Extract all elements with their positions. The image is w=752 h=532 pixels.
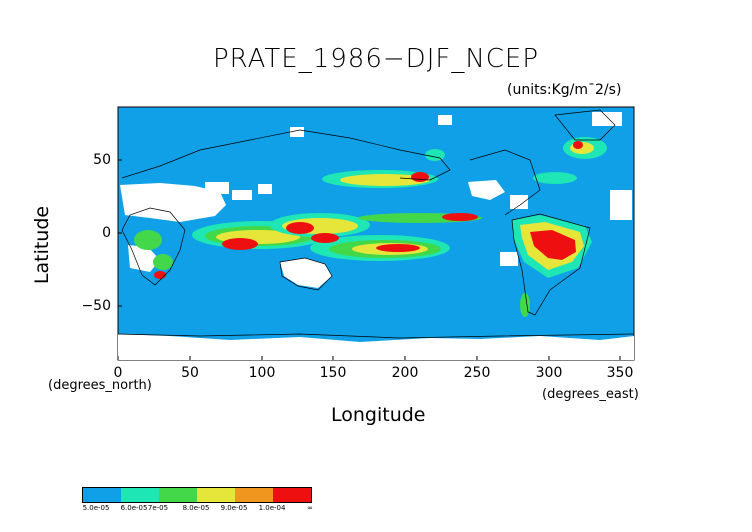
y-axis-note: (degrees_east) [542,387,639,402]
x-axis-label: Longitude [331,404,426,426]
legend-swatch [121,488,159,502]
x-axis-note: (degrees_north) [48,378,152,393]
units-label: (units:Kg/m¯2/s) [507,82,622,98]
legend-label: 9.0e-05 [220,504,248,512]
x-tick-label: 300 [535,365,563,381]
precip-bands [134,137,607,317]
x-tick-label: 50 [181,365,199,381]
legend-swatch [235,488,273,502]
x-tick-label: 250 [463,365,491,381]
legend-label: 6.0e-05 [120,504,148,512]
coastlines [117,109,635,339]
legend-label: 1.0e-04 [258,504,286,512]
legend-swatch [83,488,121,502]
x-tick-label: 0 [113,365,123,381]
tick-marks [117,159,621,360]
x-tick-label: 200 [391,365,419,381]
x-tick-label: 150 [319,365,347,381]
y-tick-label: 0 [102,225,111,241]
x-tick-label: 100 [248,365,276,381]
legend-label: 8.0e-05 [182,504,210,512]
y-tick-label: −50 [81,298,111,314]
legend-label: ∞ [307,504,313,512]
x-tick-label: 350 [606,365,634,381]
y-tick-label: 50 [93,152,111,168]
no-data-regions [118,112,634,360]
chart-title: PRATE_1986−DJF_NCEP [212,44,540,74]
legend-swatch [159,488,197,502]
legend-swatch [197,488,235,502]
y-axis-label: Latitude [31,205,53,285]
color-legend [82,487,312,503]
legend-label: 5.0e-05 [82,504,110,512]
legend-swatch [273,488,311,502]
legend-label: 7e-05 [147,504,169,512]
